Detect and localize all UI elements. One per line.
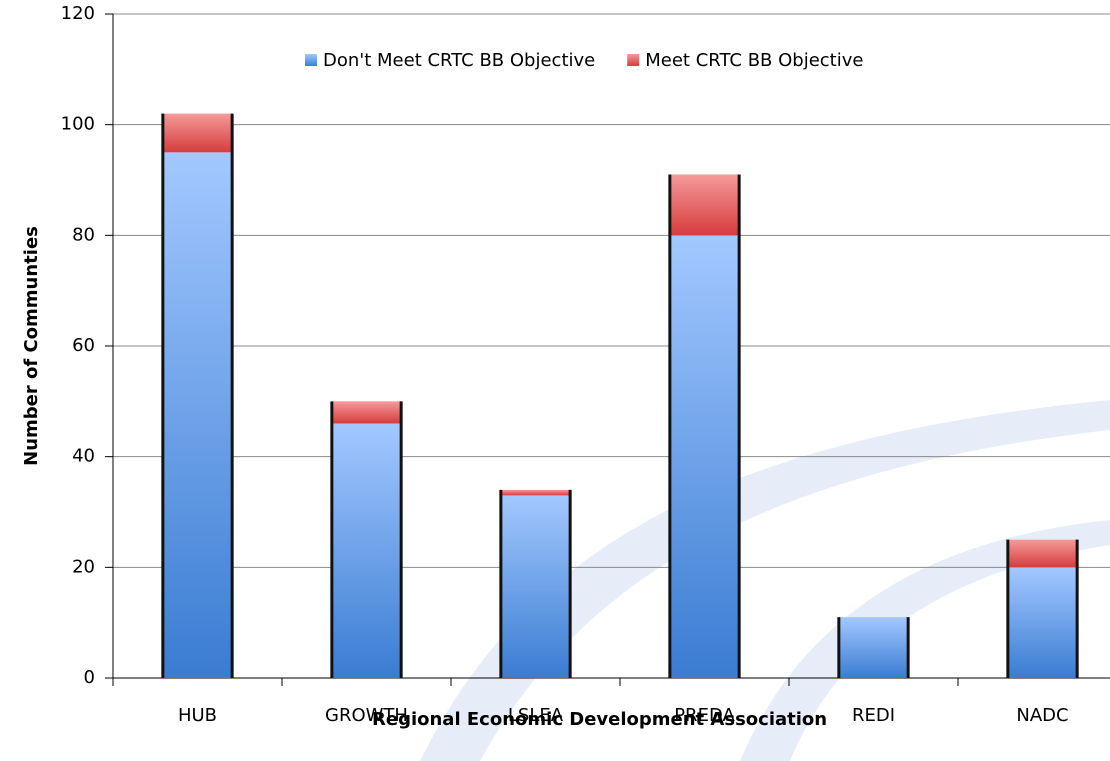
x-tick-label: GROWTH xyxy=(325,705,408,726)
y-axis-label: Number of Communties xyxy=(21,226,42,466)
y-tick-label: 120 xyxy=(61,3,95,24)
x-tick-label: HUB xyxy=(178,705,217,726)
legend-swatch xyxy=(627,54,640,66)
x-tick-label: REDI xyxy=(852,705,895,726)
y-tick-label: 0 xyxy=(84,667,95,688)
bar-segment xyxy=(1007,567,1078,678)
bar-segment xyxy=(162,113,233,153)
y-tick-label: 80 xyxy=(72,224,95,245)
legend-label: Meet CRTC BB Objective xyxy=(645,50,863,71)
bar-segment xyxy=(162,152,233,679)
bar-segment xyxy=(331,423,402,678)
bar-segment xyxy=(500,495,571,678)
y-tick-label: 60 xyxy=(72,335,95,356)
bar-segment xyxy=(838,617,909,678)
legend-label: Don't Meet CRTC BB Objective xyxy=(323,50,595,71)
x-tick-label: LSLEA xyxy=(508,705,564,726)
x-tick-label: PREDA xyxy=(674,705,735,726)
y-tick-label: 100 xyxy=(61,114,95,135)
bar-segment xyxy=(669,174,740,236)
x-axis-label: Regional Economic Development Associatio… xyxy=(372,709,827,730)
y-tick-label: 20 xyxy=(72,556,95,577)
bar-segment xyxy=(669,235,740,679)
y-tick-label: 40 xyxy=(72,446,95,467)
bar-segment xyxy=(500,489,571,496)
legend-swatch xyxy=(305,54,317,66)
x-tick-label: NADC xyxy=(1016,705,1068,726)
bar-segment xyxy=(1007,539,1078,568)
bar-segment xyxy=(331,401,402,424)
watermark xyxy=(420,400,1110,761)
